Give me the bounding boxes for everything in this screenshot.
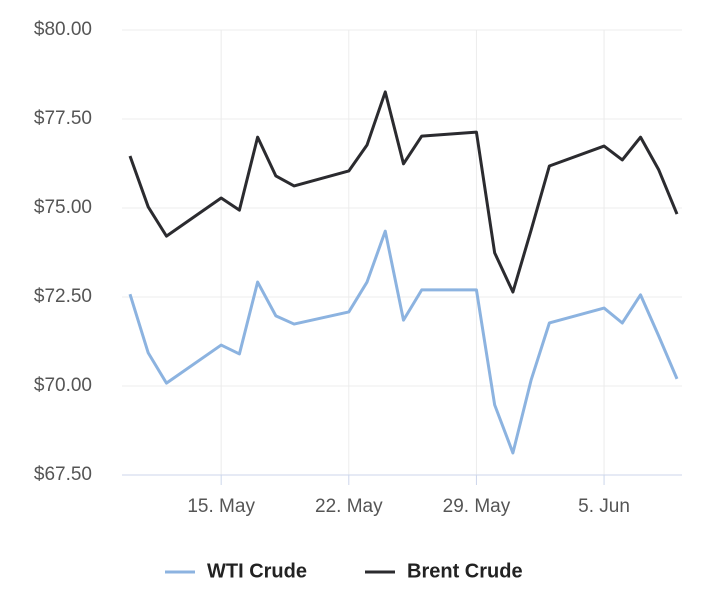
y-tick-label: $72.50 xyxy=(34,286,92,307)
y-tick-label: $77.50 xyxy=(34,108,92,129)
y-tick-label: $75.00 xyxy=(34,197,92,218)
legend-label: WTI Crude xyxy=(207,560,307,582)
y-tick-label: $70.00 xyxy=(34,375,92,396)
series-line xyxy=(128,229,679,455)
legend-item: Brent Crude xyxy=(365,560,523,582)
legend-label: Brent Crude xyxy=(407,560,523,582)
x-tick-label: 5. Jun xyxy=(578,496,630,517)
legend-item: WTI Crude xyxy=(165,560,307,582)
x-tick-label: 22. May xyxy=(315,496,383,517)
x-tick-label: 29. May xyxy=(443,496,511,517)
y-tick-label: $67.50 xyxy=(34,464,92,485)
series-line xyxy=(128,90,679,294)
y-tick-label: $80.00 xyxy=(34,19,92,40)
x-tick-label: 15. May xyxy=(187,496,255,517)
